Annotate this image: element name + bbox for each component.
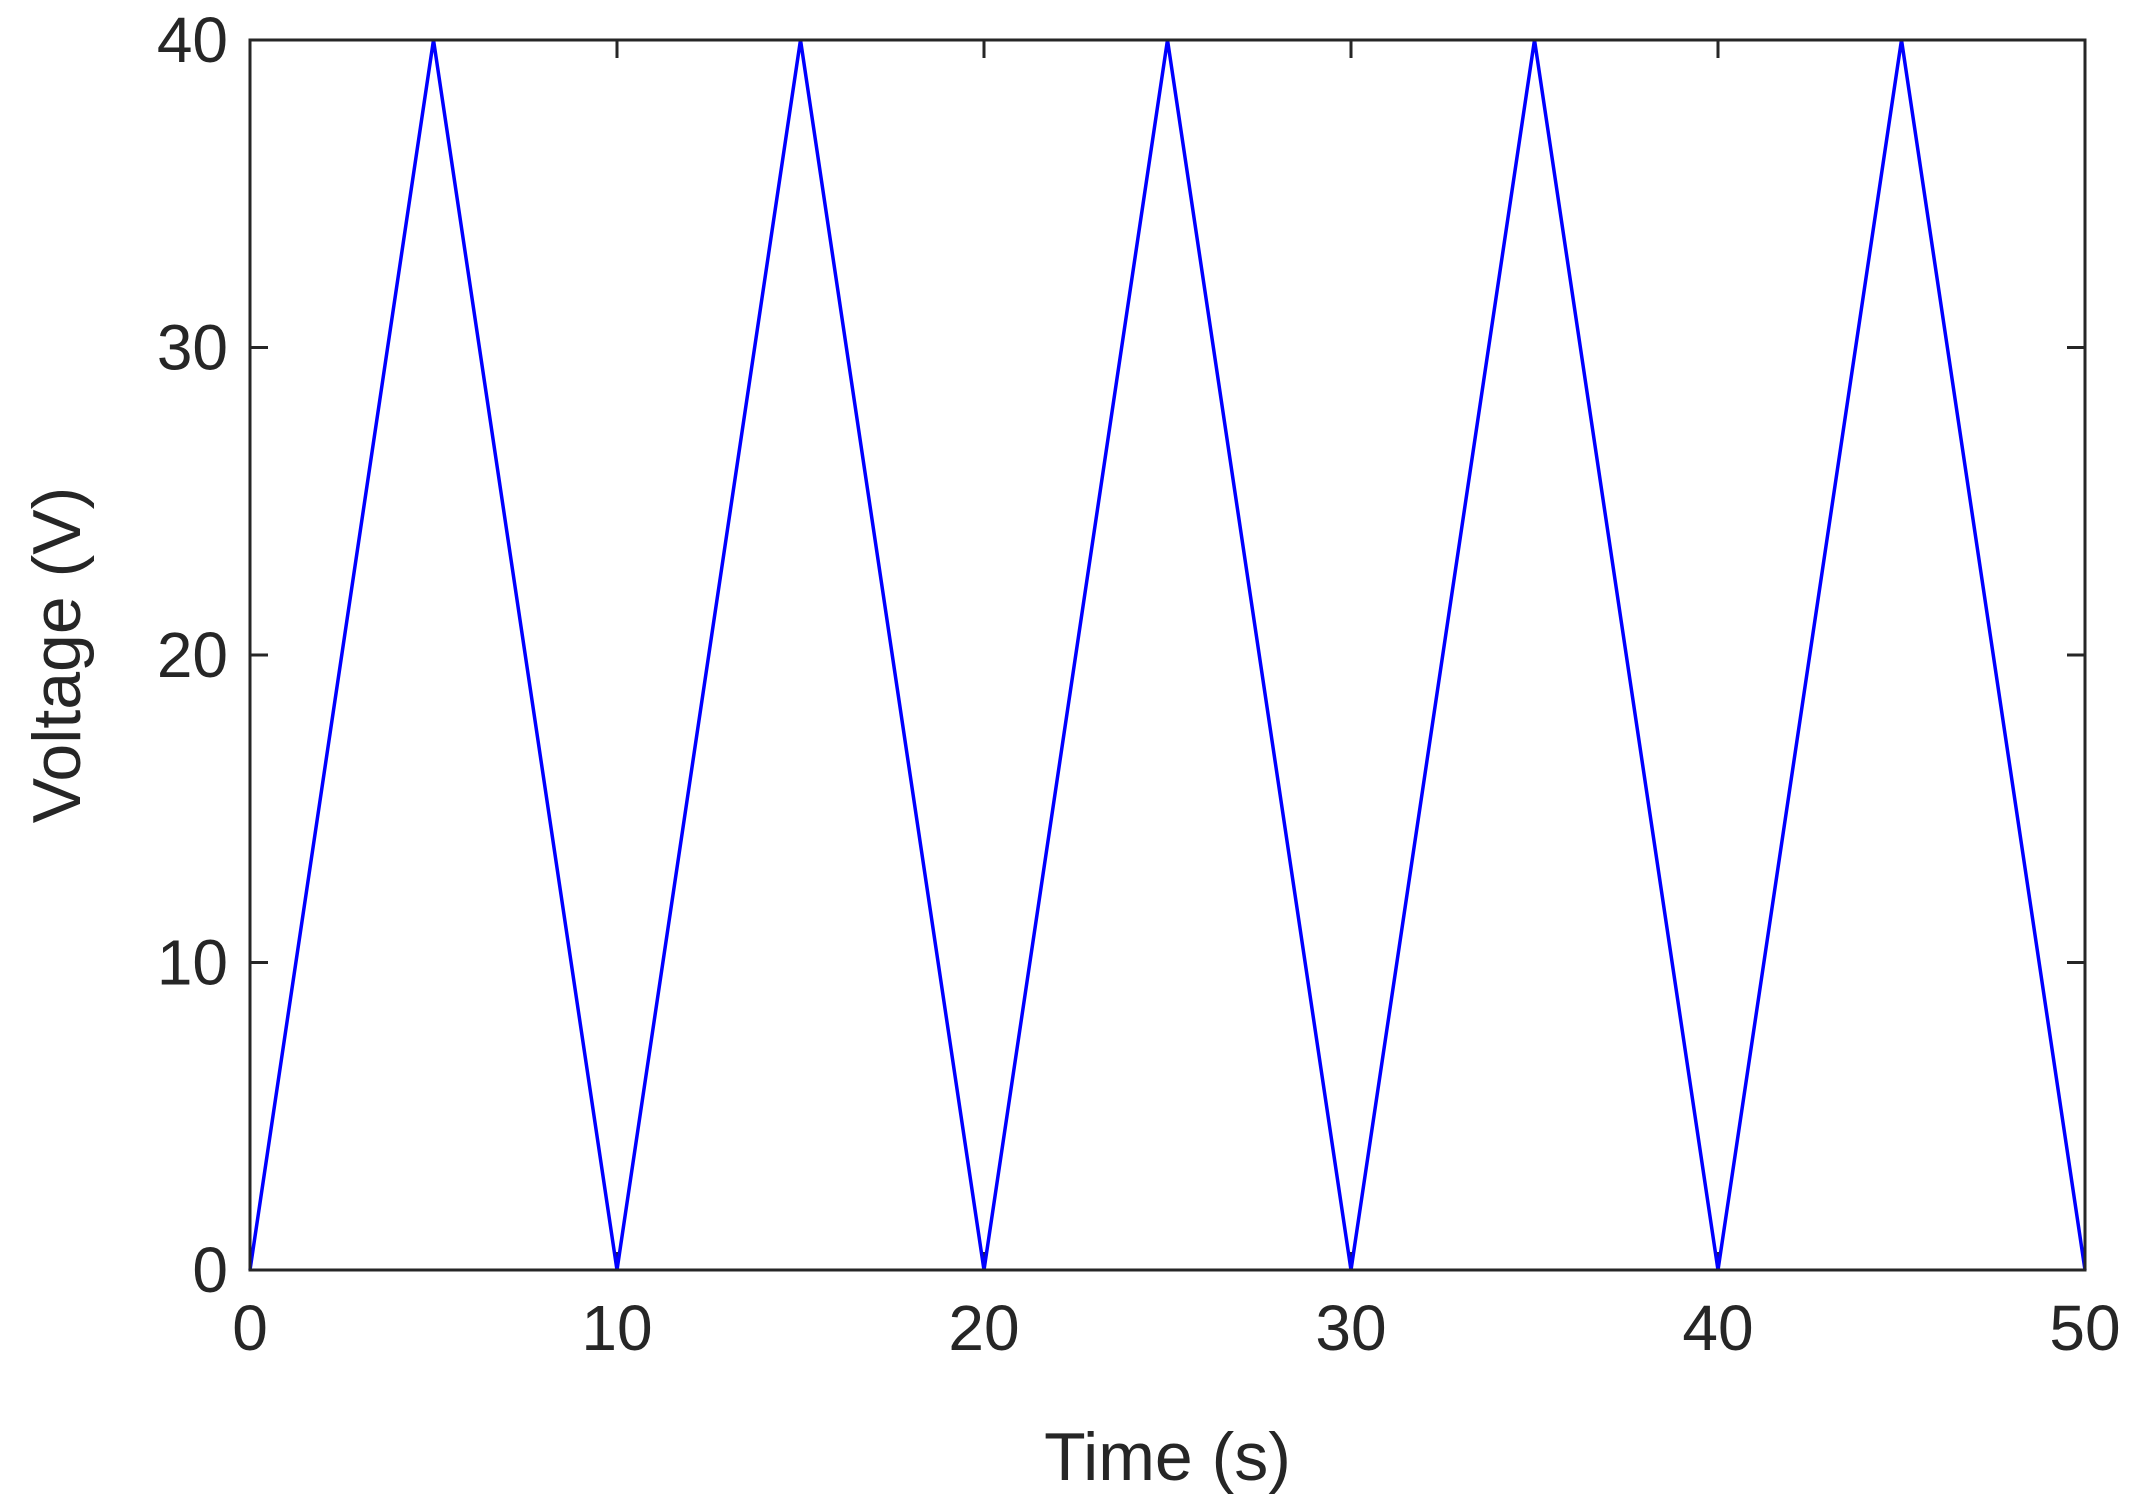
y-tick-label: 30: [157, 312, 228, 384]
x-tick-label: 50: [2049, 1292, 2120, 1364]
x-axis-label: Time (s): [1044, 1419, 1291, 1495]
x-tick-label: 10: [581, 1292, 652, 1364]
y-ticks: 0 10 20 30 40: [157, 4, 2085, 1306]
y-tick-label: 0: [192, 1234, 228, 1306]
x-tick-label: 0: [232, 1292, 268, 1364]
x-tick-label: 30: [1315, 1292, 1386, 1364]
axes-box: [248, 38, 2087, 1272]
y-axis-label: Voltage (V): [19, 487, 95, 823]
y-tick-label: 40: [157, 4, 228, 76]
x-tick-label: 20: [948, 1292, 1019, 1364]
plot-background: [250, 40, 2085, 1270]
x-tick-label: 40: [1682, 1292, 1753, 1364]
y-tick-label: 10: [157, 927, 228, 999]
x-ticks: 0 10 20 30 40 50: [232, 40, 2121, 1364]
y-tick-label: 20: [157, 619, 228, 691]
